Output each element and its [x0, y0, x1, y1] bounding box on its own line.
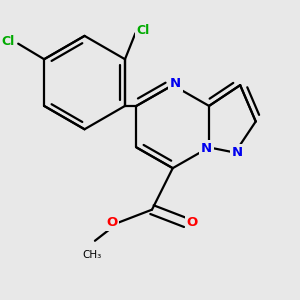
- Text: CH₃: CH₃: [83, 250, 102, 260]
- Text: O: O: [187, 216, 198, 229]
- Text: O: O: [106, 216, 117, 229]
- Text: Cl: Cl: [136, 24, 150, 37]
- Text: N: N: [170, 77, 181, 90]
- Text: Cl: Cl: [1, 34, 14, 48]
- Text: N: N: [201, 142, 212, 155]
- Text: N: N: [232, 146, 243, 159]
